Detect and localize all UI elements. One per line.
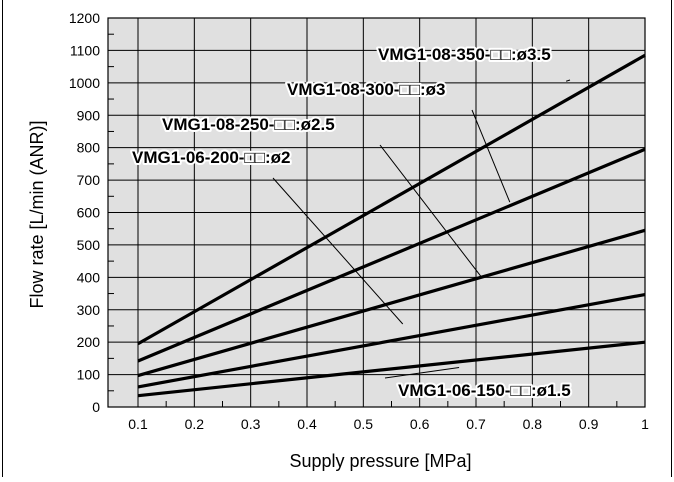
leader-line [471,109,511,203]
x-axis-label: Supply pressure [MPa] [289,451,471,471]
x-tick-label: 0.8 [523,416,543,432]
x-tick-label: 1 [641,416,649,432]
y-tick-label: 400 [77,269,101,285]
leader-line [384,366,460,379]
series-label-main: VMG1-08-300-□□: [287,80,426,99]
x-tick-label: 0.4 [297,416,317,432]
series-label: VMG1-08-350-□□:ø3.5 [378,45,551,64]
y-tick-label: 1000 [69,75,100,91]
x-tick-label: 0.5 [354,416,374,432]
series-line [137,340,646,398]
y-axis-label: Flow rate [L/min (ANR)] [27,120,47,308]
series-label-diameter: ø1.5 [537,381,571,400]
series-label: VMG1-08-300-□□:ø3 [287,80,445,99]
y-tick-label: 500 [77,237,101,253]
y-tick-label: 200 [77,334,101,350]
leader-line [379,144,483,278]
series-line [137,228,646,378]
x-tick-label: 0.3 [241,416,261,432]
series-line [137,53,646,346]
y-tick-label: 600 [77,205,101,221]
y-tick-label: 300 [77,302,101,318]
series-label-main: VMG1-08-350-□□: [378,45,517,64]
leader-line [272,177,404,325]
y-tick-label: 800 [77,140,101,156]
series-label-main: VMG1-08-250-□□: [162,115,301,134]
series-line [137,292,646,389]
left-border [2,0,3,477]
series-label: VMG1-06-200-□□:ø2 [132,148,290,167]
y-tick-label: 0 [92,399,100,415]
plot-frame [107,17,646,408]
y-tick-label: 1200 [69,10,100,26]
leader-line [565,79,571,82]
series-label-diameter: ø3 [426,80,446,99]
x-tick-label: 0.1 [128,416,148,432]
series-label-diameter: ø2.5 [301,115,335,134]
series-label-diameter: ø3.5 [517,45,551,64]
y-tick-label: 1100 [70,42,100,58]
y-tick-label: 700 [77,172,101,188]
y-tick-label: 900 [77,107,101,123]
x-tick-label: 0.9 [579,416,599,432]
x-tick-label: 0.2 [185,416,205,432]
series-label: VMG1-06-150-□□:ø1.5 [398,381,571,400]
x-tick-label: 0.7 [466,416,486,432]
series-label-main: VMG1-06-200-□□: [132,148,271,167]
x-tick-label: 0.6 [410,416,430,432]
right-border [671,0,672,477]
series-label-main: VMG1-06-150-□□: [398,381,537,400]
y-tick-label: 100 [77,367,101,383]
series-label: VMG1-08-250-□□:ø2.5 [162,115,335,134]
series-label-diameter: ø2 [271,148,291,167]
series-line [137,147,646,363]
